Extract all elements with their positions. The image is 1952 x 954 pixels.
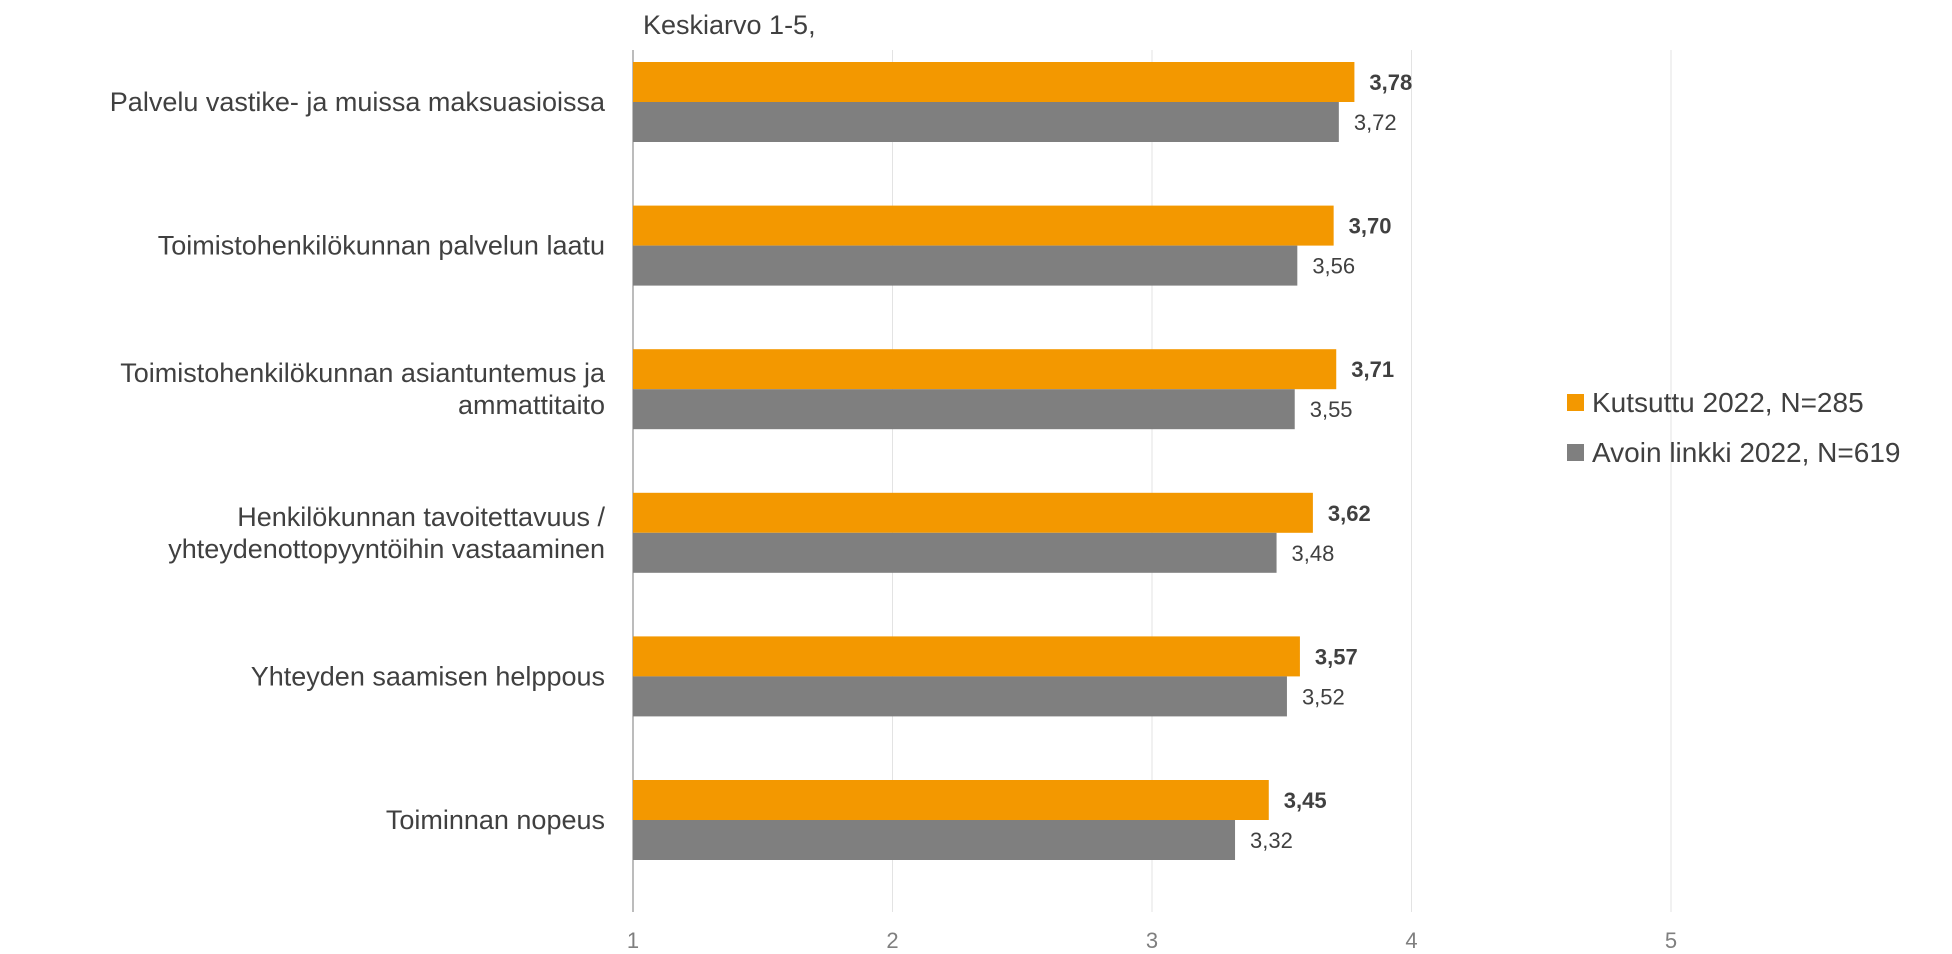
bar-kutsuttu (633, 492, 1313, 533)
data-label: 3,57 (1315, 644, 1358, 669)
bar-avoin-linkki (633, 532, 1277, 573)
chart-title: Keskiarvo 1-5, (643, 10, 816, 40)
category-label: Toimistohenkilökunnan palvelun laatu (158, 231, 605, 261)
bar-kutsuttu (633, 780, 1269, 820)
x-tick-label: 1 (627, 928, 639, 953)
bar-avoin-linkki (633, 820, 1236, 860)
bar-avoin-linkki (633, 102, 1339, 142)
bar-avoin-linkki (633, 389, 1295, 430)
data-label: 3,55 (1310, 397, 1353, 422)
data-label: 3,32 (1250, 828, 1293, 853)
category-label: Henkilökunnan tavoitettavuus / yhteydenot… (168, 502, 605, 564)
data-label: 3,52 (1302, 684, 1345, 709)
bar-avoin-linkki (633, 245, 1298, 286)
category-labels: Palvelu vastike- ja muissa maksuasioissa… (110, 87, 606, 835)
category-label: Palvelu vastike- ja muissa maksuasioissa (110, 87, 606, 117)
bars: 3,78 3,72 3,70 3,56 3,71 3,55 3,62 3,48 3,57 3,52… (633, 62, 1412, 860)
bar-kutsuttu (633, 62, 1355, 102)
x-tick-label: 4 (1405, 928, 1417, 953)
gridlines (632, 50, 1672, 912)
legend-swatch (1567, 394, 1584, 411)
data-label: 3,70 (1349, 214, 1392, 239)
x-tick-label: 5 (1665, 928, 1677, 953)
bar-kutsuttu (633, 636, 1300, 677)
data-label: 3,62 (1328, 501, 1371, 526)
category-label: Toimistohenkilökunnan asiantuntemus ja am… (120, 358, 606, 420)
x-tick-label: 3 (1146, 928, 1158, 953)
category-label: Toiminnan nopeus (386, 805, 605, 835)
legend-label: Kutsuttu 2022, N=285 (1592, 387, 1864, 418)
data-label: 3,48 (1292, 541, 1335, 566)
bar-avoin-linkki (633, 676, 1287, 717)
bar-kutsuttu (633, 349, 1337, 390)
bar-kutsuttu (633, 205, 1334, 246)
data-label: 3,72 (1354, 110, 1397, 135)
legend-label: Avoin linkki 2022, N=619 (1592, 437, 1900, 468)
x-tick-label: 2 (886, 928, 898, 953)
data-label: 3,56 (1312, 254, 1355, 279)
data-label: 3,45 (1284, 788, 1327, 813)
legend: Kutsuttu 2022, N=285 Avoin linkki 2022, N… (1567, 387, 1900, 468)
category-label: Yhteyden saamisen helppous (251, 661, 605, 691)
legend-swatch (1567, 444, 1584, 461)
value-axis: 1 2 3 4 5 (627, 928, 1677, 953)
data-label: 3,78 (1369, 70, 1412, 95)
data-label: 3,71 (1351, 357, 1394, 382)
